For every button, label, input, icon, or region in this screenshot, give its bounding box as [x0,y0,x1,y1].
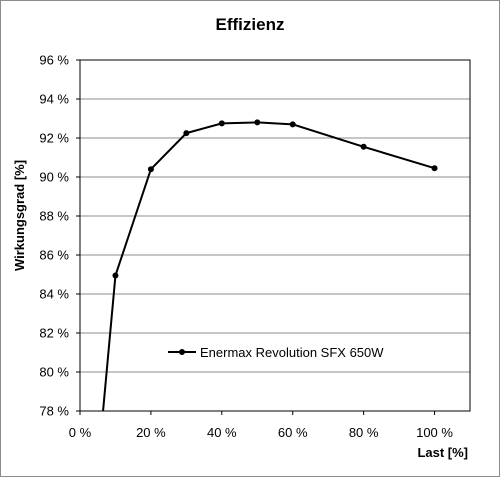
y-tick-label: 84 % [39,287,69,302]
x-tick-label: 40 % [207,425,237,440]
y-tick-label: 86 % [39,248,69,263]
y-tick-label: 90 % [39,170,69,185]
x-tick-label: 0 % [69,425,92,440]
data-point [289,121,296,128]
data-point [218,120,225,127]
data-point [183,130,190,137]
x-tick-label: 60 % [278,425,308,440]
y-axis-ticks: 78 % 80 % 82 % 84 % 86 % 88 % 90 % 92 % 94 % 96 % [39,53,80,419]
x-axis-label: Last [%] [417,445,468,460]
y-tick-label: 92 % [39,131,69,146]
data-point [360,143,367,150]
data-point [112,272,119,279]
chart-title: Effizienz [216,15,285,34]
x-tick-label: 80 % [349,425,379,440]
data-point [147,166,154,173]
legend: Enermax Revolution SFX 650W [168,345,384,360]
data-point [254,119,261,126]
x-tick-label: 20 % [136,425,166,440]
y-tick-label: 88 % [39,209,69,224]
y-tick-label: 78 % [39,404,69,419]
y-axis-label: Wirkungsgrad [%] [12,160,27,271]
y-tick-label: 80 % [39,365,69,380]
plot-area [79,59,471,412]
legend-marker [179,349,185,355]
legend-label: Enermax Revolution SFX 650W [200,345,384,360]
y-tick-label: 96 % [39,53,69,68]
x-axis-ticks: 0 % 20 % 40 % 60 % 80 % 100 % [69,411,453,440]
x-tick-label: 100 % [416,425,453,440]
y-tick-label: 94 % [39,92,69,107]
y-tick-label: 82 % [39,326,69,341]
series-line [102,121,435,412]
series-layer [102,119,438,412]
data-point [431,165,438,172]
